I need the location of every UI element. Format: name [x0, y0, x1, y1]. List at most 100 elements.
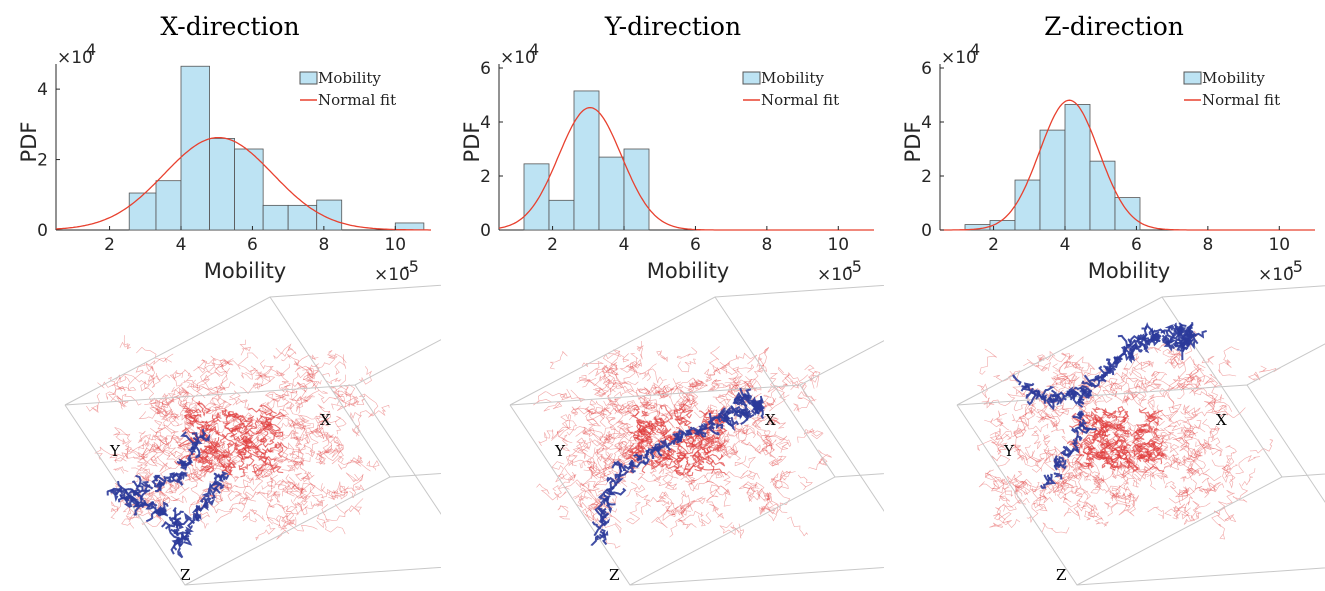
- histogram-bar: [180, 65, 210, 231]
- x-tick-label: 2: [547, 235, 558, 255]
- bounding-box: [956, 285, 1325, 586]
- chart-title: Y-direction: [604, 12, 741, 41]
- svg-text:×10: ×10: [941, 48, 977, 68]
- histogram-bar: [234, 148, 264, 231]
- x-tick-label: 2: [988, 235, 999, 255]
- x-multiplier: ×10 -5: [817, 257, 862, 285]
- y-tick-label: 0: [37, 221, 48, 241]
- histogram-bar: [262, 204, 289, 231]
- x-multiplier: ×10 -5: [374, 257, 419, 285]
- y-tick-label: 6: [480, 59, 491, 79]
- histogram-bar: [1114, 197, 1141, 231]
- cube-label-y: Y: [554, 442, 566, 460]
- normal-fit-line: [55, 136, 431, 231]
- normal-fit-line: [498, 106, 874, 231]
- x-tick-label: 4: [619, 235, 630, 255]
- chart-x: X-direction ×10 4 2 4 6 8 10 0 2 4 Mobility PDF…: [17, 12, 681, 586]
- x-tick-label: 4: [1060, 235, 1071, 255]
- svg-text:×10: ×10: [817, 265, 853, 285]
- histogram-bar: [1089, 160, 1116, 231]
- y-tick-label: 0: [480, 221, 491, 241]
- y-axis-label: PDF: [901, 122, 925, 163]
- x-axis-label: Mobility: [204, 259, 286, 283]
- x-tick-label: 10: [384, 235, 406, 255]
- svg-text:-5: -5: [403, 257, 419, 276]
- x-tick-label: 8: [318, 235, 329, 255]
- x-axis-label: Mobility: [1088, 259, 1170, 283]
- legend-entry-fit: Normal fit: [761, 91, 839, 109]
- y-multiplier: ×10 4: [57, 40, 96, 68]
- y-tick-label: 2: [37, 151, 48, 171]
- histogram-bar: [523, 163, 550, 231]
- histogram-bar: [209, 138, 235, 231]
- svg-text:4: 4: [970, 40, 980, 59]
- y-tick-label: 0: [921, 221, 932, 241]
- bounding-box: [64, 276, 681, 586]
- panel-x: X-direction ×10 4 2 4 6 8 10 0 2 4 Mobility PDF…: [0, 0, 681, 586]
- histogram-bar: [394, 222, 425, 231]
- trajectory-cube: X Y Z: [64, 276, 681, 586]
- histogram-bar: [128, 192, 157, 231]
- panel-z: Z-direction ×10 4 2 4 6 8 10 0 2 4 6 Mobility PD…: [884, 0, 1325, 586]
- red-trajectory-cloud: [86, 335, 390, 541]
- y-axis-label: PDF: [460, 122, 484, 163]
- cube-label-z: Z: [609, 566, 619, 584]
- svg-text:×10: ×10: [1258, 265, 1294, 285]
- legend-entry-fit: Normal fit: [318, 91, 396, 109]
- y-tick-label: 4: [921, 113, 932, 133]
- chart-y: Y-direction ×10 4 2 4 6 8 10 0 2 4 6 Mobility PD…: [460, 12, 1126, 586]
- x-tick-label: 6: [690, 235, 701, 255]
- histogram-bar: [1039, 129, 1066, 231]
- x-tick-label: 10: [827, 235, 849, 255]
- x-tick-label: 6: [247, 235, 258, 255]
- blue-trajectory: [1012, 321, 1207, 489]
- legend-entry-fit: Normal fit: [1202, 91, 1280, 109]
- svg-text:×10: ×10: [500, 48, 536, 68]
- legend: Mobility Normal fit: [299, 69, 396, 109]
- y-tick-label: 6: [921, 59, 932, 79]
- svg-text:4: 4: [86, 40, 96, 59]
- y-tick-label: 4: [480, 113, 491, 133]
- svg-text:-5: -5: [1287, 257, 1303, 276]
- y-tick-label: 2: [921, 167, 932, 187]
- svg-text:-5: -5: [846, 257, 862, 276]
- y-multiplier: ×10 4: [500, 40, 539, 68]
- x-axis-label: Mobility: [647, 259, 729, 283]
- cube-label-y: Y: [109, 442, 121, 460]
- svg-text:×10: ×10: [57, 48, 93, 68]
- x-tick-label: 10: [1268, 235, 1290, 255]
- chart-z: Z-direction ×10 4 2 4 6 8 10 0 2 4 6 Mobility PD…: [901, 12, 1325, 586]
- y-tick-label: 2: [480, 167, 491, 187]
- legend-entry-bars: Mobility: [1202, 69, 1265, 87]
- histogram-bar: [548, 199, 575, 231]
- y-axis-label: PDF: [17, 122, 41, 163]
- plot-area: 2 4 6 8 10 0 2 4 6: [921, 59, 1315, 255]
- legend-entry-bars: Mobility: [318, 69, 381, 87]
- histogram-bar: [316, 199, 343, 231]
- trajectory-cube: X Y Z: [509, 276, 1126, 586]
- red-trajectory-cloud: [533, 341, 832, 549]
- x-tick-label: 8: [761, 235, 772, 255]
- y-tick-label: 4: [37, 80, 48, 100]
- blue-trajectory: [590, 387, 766, 546]
- cube-label-x: X: [765, 411, 776, 429]
- legend: Mobility Normal fit: [742, 69, 839, 109]
- red-trajectory-cloud: [977, 330, 1281, 540]
- histogram-bar: [287, 204, 318, 231]
- svg-text:4: 4: [529, 40, 539, 59]
- x-tick-label: 2: [104, 235, 115, 255]
- chart-title: Z-direction: [1044, 12, 1184, 41]
- legend-entry-bars: Mobility: [761, 69, 824, 87]
- plot-area: 2 4 6 8 10 0 2 4: [37, 64, 431, 255]
- cube-label-z: Z: [1056, 566, 1066, 584]
- x-multiplier: ×10 -5: [1258, 257, 1303, 285]
- histogram-bar: [598, 156, 625, 231]
- chart-title: X-direction: [160, 12, 299, 41]
- histogram-bar: [1014, 179, 1041, 231]
- cube-label-x: X: [320, 411, 331, 429]
- histogram-bar: [573, 90, 600, 231]
- y-multiplier: ×10 4: [941, 40, 980, 68]
- cube-label-x: X: [1216, 411, 1227, 429]
- blue-trajectory: [106, 428, 230, 559]
- normal-fit-line: [940, 99, 1315, 231]
